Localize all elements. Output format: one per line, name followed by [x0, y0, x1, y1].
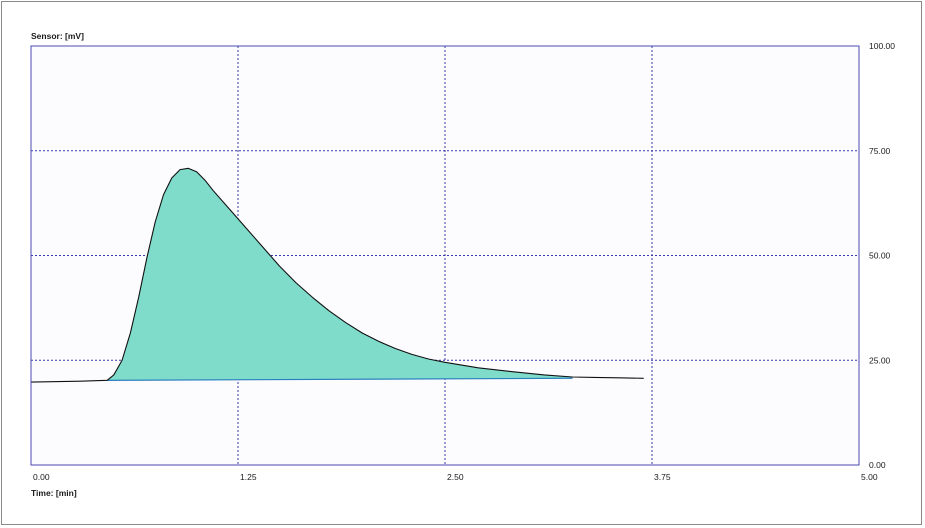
x-tick-label: 5.00	[861, 472, 878, 482]
x-tick-label: 0.00	[33, 472, 50, 482]
y-tick-label: 50.00	[869, 251, 891, 261]
x-tick-label: 3.75	[654, 472, 671, 482]
y-axis-title: Sensor: [mV]	[31, 31, 84, 41]
plot-border	[30, 45, 860, 466]
x-axis-title: Time: [min]	[31, 488, 77, 498]
x-tick-label: 1.25	[240, 472, 257, 482]
y-tick-labels: 0.00 25.00 50.00 75.00 100.00	[869, 41, 895, 470]
signal-line	[30, 167, 644, 383]
y-tick-label: 100.00	[869, 41, 895, 51]
x-tick-labels: 0.00 1.25 2.50 3.75 5.00	[33, 472, 878, 482]
baseline-line	[107, 377, 573, 381]
y-tick-label: 0.00	[869, 460, 886, 470]
x-tick-label: 2.50	[447, 472, 464, 482]
y-tick-label: 75.00	[869, 146, 891, 156]
y-tick-label: 25.00	[869, 355, 891, 365]
peak-area	[107, 168, 573, 381]
